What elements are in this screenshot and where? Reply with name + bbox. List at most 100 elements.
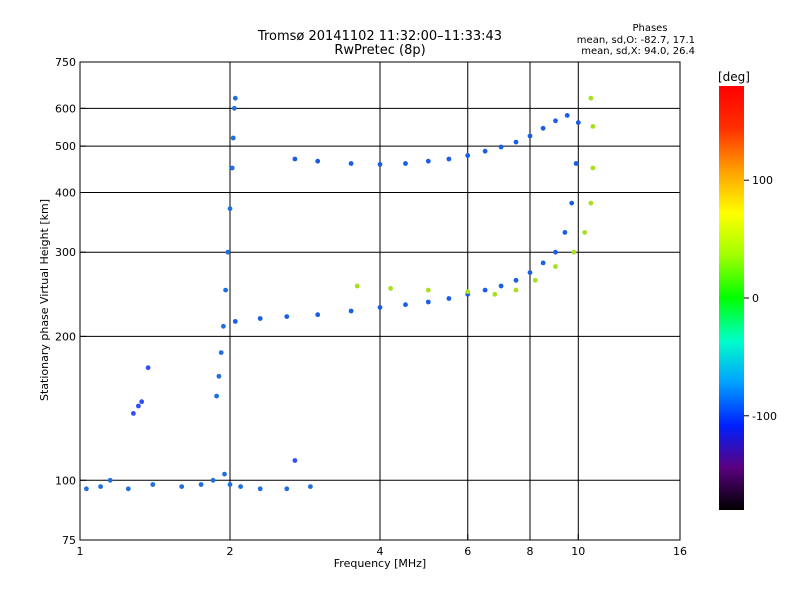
data-point (465, 289, 471, 295)
data-point (377, 305, 383, 310)
data-point (425, 158, 431, 164)
data-point (590, 124, 596, 129)
data-point (257, 316, 263, 321)
data-point (284, 314, 290, 319)
data-point (540, 260, 546, 266)
data-point (573, 161, 579, 166)
data-point (225, 249, 231, 255)
data-point (227, 206, 233, 212)
x-tick-label: 10 (571, 545, 585, 558)
data-point (553, 118, 558, 124)
data-point (315, 312, 321, 318)
data-point (229, 165, 235, 171)
series-group (232, 120, 581, 324)
colorbar (719, 86, 744, 510)
chart-title: Tromsø 20141102 11:32:00–11:33:43 (257, 29, 502, 44)
y-tick-label: 400 (55, 186, 76, 199)
data-point (218, 350, 224, 355)
data-point (532, 277, 538, 283)
x-tick-label: 8 (527, 545, 534, 558)
series-group (354, 95, 596, 297)
data-point (98, 484, 103, 489)
data-point (216, 373, 222, 379)
data-point (425, 299, 431, 305)
data-point (231, 105, 237, 111)
x-tick-label: 6 (464, 545, 471, 558)
data-point (588, 200, 594, 206)
data-point (354, 283, 360, 289)
data-point (446, 296, 452, 301)
data-point (257, 486, 263, 492)
y-tick-label: 300 (55, 246, 76, 259)
scatter-points (84, 95, 596, 492)
y-tick-label: 600 (55, 102, 76, 115)
data-point (403, 302, 408, 308)
data-point (571, 249, 577, 255)
data-point (292, 458, 298, 463)
data-point (527, 270, 533, 275)
data-point (575, 120, 581, 125)
chart-subtitle: RwPretec (8p) (334, 43, 425, 58)
data-point (107, 477, 113, 483)
data-point (150, 482, 156, 487)
data-point (131, 411, 136, 416)
phase-stats-heading: Phases (632, 23, 667, 34)
series-group (214, 95, 238, 399)
data-point (125, 486, 131, 492)
data-point (540, 125, 546, 131)
data-point (232, 95, 238, 101)
colorbar-tick-label: -100 (752, 410, 777, 423)
colorbar-tick-label: 100 (752, 174, 773, 187)
data-point (588, 95, 594, 101)
phase-stats-o: mean, sd,O: -82.7, 17.1 (577, 35, 695, 46)
data-point (513, 139, 519, 145)
y-tick-label: 100 (55, 474, 76, 487)
data-point (465, 153, 471, 158)
data-point (230, 135, 236, 141)
series-group (84, 471, 313, 492)
data-point (222, 471, 227, 477)
data-point (223, 287, 229, 293)
x-tick-label: 1 (77, 545, 84, 558)
data-point (582, 230, 588, 235)
data-point (569, 200, 575, 206)
axis-ticks: 1 2 4 6 8 10 16 75 100 200 300 400 500 600 750 (55, 56, 687, 558)
y-tick-label: 75 (62, 534, 76, 547)
data-point (348, 308, 354, 314)
data-point (292, 156, 298, 162)
data-point (210, 477, 216, 483)
data-point (498, 144, 504, 150)
data-point (425, 287, 431, 293)
series-group (131, 365, 298, 463)
data-point (482, 287, 488, 293)
data-point (513, 277, 519, 283)
series-group (292, 113, 570, 167)
x-tick-label: 2 (227, 545, 234, 558)
data-point (238, 484, 244, 489)
data-point (198, 482, 204, 487)
data-point (214, 393, 220, 399)
data-point (284, 486, 290, 492)
data-point (562, 230, 568, 235)
colorbar-ticks: 100 0 -100 (744, 174, 777, 423)
x-tick-label: 4 (377, 545, 384, 558)
data-point (136, 403, 141, 409)
colorbar-label: [deg] (718, 70, 750, 84)
x-axis-label: Frequency [MHz] (334, 557, 426, 570)
data-point (388, 286, 393, 291)
colorbar-tick-label: 0 (752, 292, 759, 305)
data-point (348, 161, 354, 166)
y-tick-label: 200 (55, 330, 76, 343)
data-point (446, 156, 452, 162)
data-point (377, 162, 383, 167)
y-tick-label: 500 (55, 140, 76, 153)
data-point (492, 291, 498, 297)
x-tick-label: 16 (673, 545, 687, 558)
data-point (315, 158, 321, 164)
data-point (513, 287, 519, 293)
data-point (564, 113, 570, 118)
data-point (498, 283, 504, 289)
data-point (527, 133, 533, 139)
